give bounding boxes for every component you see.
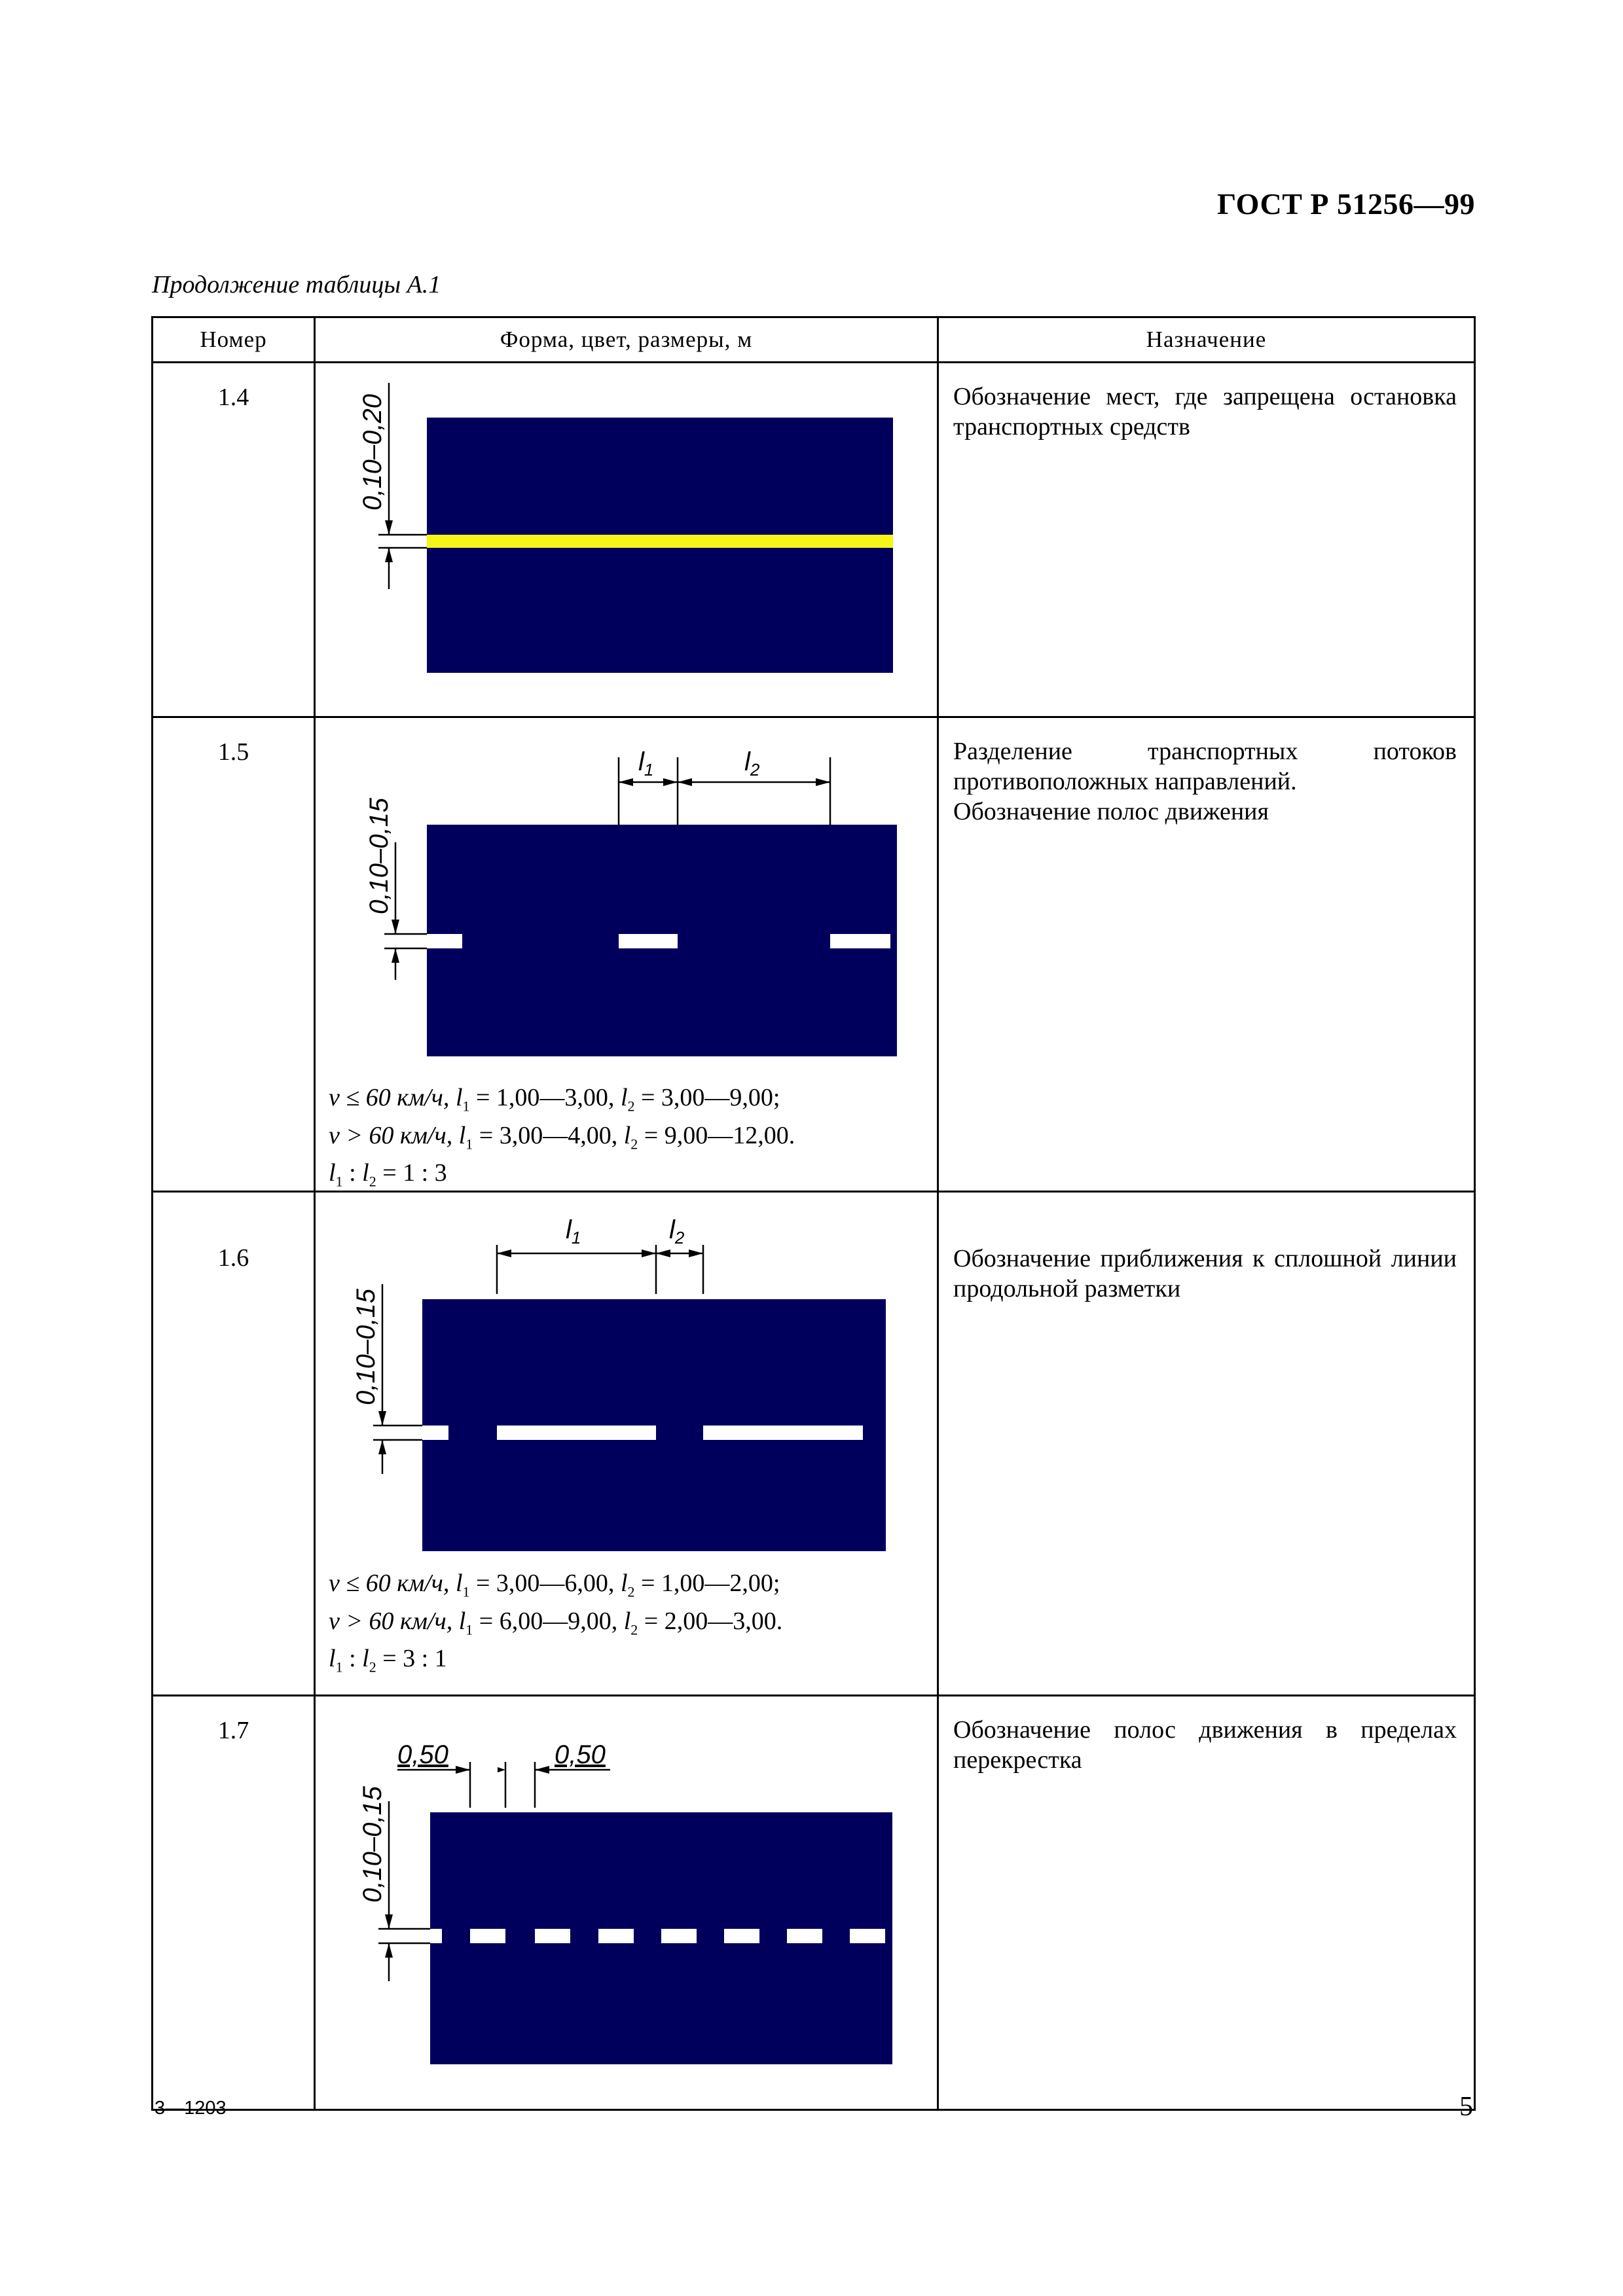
row-purpose: Разделение транспортных потоков противоп… bbox=[937, 716, 1476, 1193]
marking-1-4-drawing: 0,10–0,20 bbox=[358, 383, 893, 673]
dash bbox=[619, 934, 678, 948]
row-number: 1.5 bbox=[151, 716, 316, 1193]
dash bbox=[470, 1929, 505, 1943]
l2-label: l2 bbox=[669, 1215, 685, 1247]
dash bbox=[850, 1929, 885, 1943]
formula-block: v ≤ 60 км/ч, l1 = 3,00—6,00, l2 = 1,00—2… bbox=[329, 1569, 782, 1682]
column-header-form: Форма, цвет, размеры, м bbox=[314, 316, 939, 363]
dash bbox=[497, 1426, 656, 1440]
row-purpose: Обозначение приближения к сплошной линии… bbox=[937, 1191, 1476, 1696]
table-row: 1.4 0,10–0,20 Обозначение мест, где запр… bbox=[151, 361, 1476, 718]
width-dimension-label: 0,10–0,15 bbox=[352, 1288, 380, 1405]
row-number: 1.6 bbox=[151, 1191, 316, 1696]
width-dimension-label: 0,10–0,15 bbox=[358, 1785, 387, 1903]
dash-group bbox=[430, 1929, 885, 1943]
formula-line: v ≤ 60 км/ч, l1 = 1,00—3,00, l2 = 3,00—9… bbox=[329, 1084, 780, 1115]
right-gap-label: 0,50 bbox=[555, 1740, 606, 1769]
marking-1-7-drawing: 0,50 0,50 0,10–0,15 bbox=[358, 1740, 892, 2064]
dash bbox=[535, 1929, 570, 1943]
table-header-row: Номер Форма, цвет, размеры, м Назначение bbox=[151, 316, 1476, 363]
marking-figure: l1 l2 0,10–0,15 v ≤ 60 км/ч, l1 = 3,00—6… bbox=[314, 1191, 939, 1696]
column-header-number: Номер bbox=[151, 316, 316, 363]
formula-line: v > 60 км/ч, l1 = 6,00—9,00, l2 = 2,00—3… bbox=[329, 1607, 783, 1638]
left-gap-label: 0,50 bbox=[397, 1740, 448, 1769]
row-purpose: Обозначение мест, где запрещена остановк… bbox=[937, 361, 1476, 718]
formula-line: v > 60 км/ч, l1 = 3,00—4,00, l2 = 9,00—1… bbox=[329, 1121, 795, 1153]
dash bbox=[830, 934, 890, 948]
l1-label: l1 bbox=[638, 747, 653, 780]
marking-1-5-drawing: l1 l2 0,10–0,15 bbox=[365, 747, 897, 1056]
marking-1-6-drawing: l1 l2 0,10–0,15 bbox=[352, 1215, 886, 1551]
dash bbox=[598, 1929, 634, 1943]
table-row: 1.7 0,50 0,50 bbox=[151, 1695, 1476, 2111]
marking-figure: l1 l2 0,10–0,15 v ≤ 60 км/ч, l1 = 1,00—3… bbox=[314, 716, 939, 1193]
formula-line: l1 : l2 = 3 : 1 bbox=[329, 1645, 447, 1676]
dash bbox=[422, 1426, 448, 1440]
solid-line bbox=[427, 535, 893, 548]
l2-label: l2 bbox=[744, 747, 760, 780]
print-code: 3—1203 bbox=[155, 2098, 227, 2119]
standard-designation: ГОСТ Р 51256—99 bbox=[1217, 187, 1475, 221]
width-dimension-label: 0,10–0,20 bbox=[358, 394, 387, 511]
dash bbox=[661, 1929, 697, 1943]
formula-line: v ≤ 60 км/ч, l1 = 3,00—6,00, l2 = 1,00—2… bbox=[329, 1570, 780, 1600]
dash bbox=[430, 1929, 442, 1943]
dash bbox=[427, 934, 462, 948]
dash bbox=[724, 1929, 759, 1943]
row-purpose: Обозначение полос движения в пределах пе… bbox=[937, 1695, 1476, 2111]
table-caption: Продолжение таблицы А.1 bbox=[152, 271, 441, 298]
table-row: 1.6 l1 l2 bbox=[151, 1191, 1476, 1696]
marking-figure: 0,10–0,20 bbox=[314, 361, 939, 718]
markings-table: Номер Форма, цвет, размеры, м Назначение… bbox=[151, 316, 1476, 2111]
marking-figure: 0,50 0,50 0,10–0,15 bbox=[314, 1695, 939, 2111]
l1-label: l1 bbox=[566, 1215, 581, 1247]
row-number: 1.7 bbox=[151, 1695, 316, 2111]
page-number: 5 bbox=[1459, 2092, 1473, 2122]
formula-block: v ≤ 60 км/ч, l1 = 1,00—3,00, l2 = 3,00—9… bbox=[329, 1083, 795, 1196]
row-number: 1.4 bbox=[151, 361, 316, 718]
table-row: 1.5 l1 l2 bbox=[151, 716, 1476, 1193]
road-surface bbox=[422, 1299, 886, 1551]
dash bbox=[787, 1929, 822, 1943]
formula-line: l1 : l2 = 1 : 3 bbox=[329, 1159, 447, 1190]
column-header-purpose: Назначение bbox=[937, 316, 1476, 363]
width-dimension-label: 0,10–0,15 bbox=[365, 797, 393, 914]
dash bbox=[703, 1426, 863, 1440]
